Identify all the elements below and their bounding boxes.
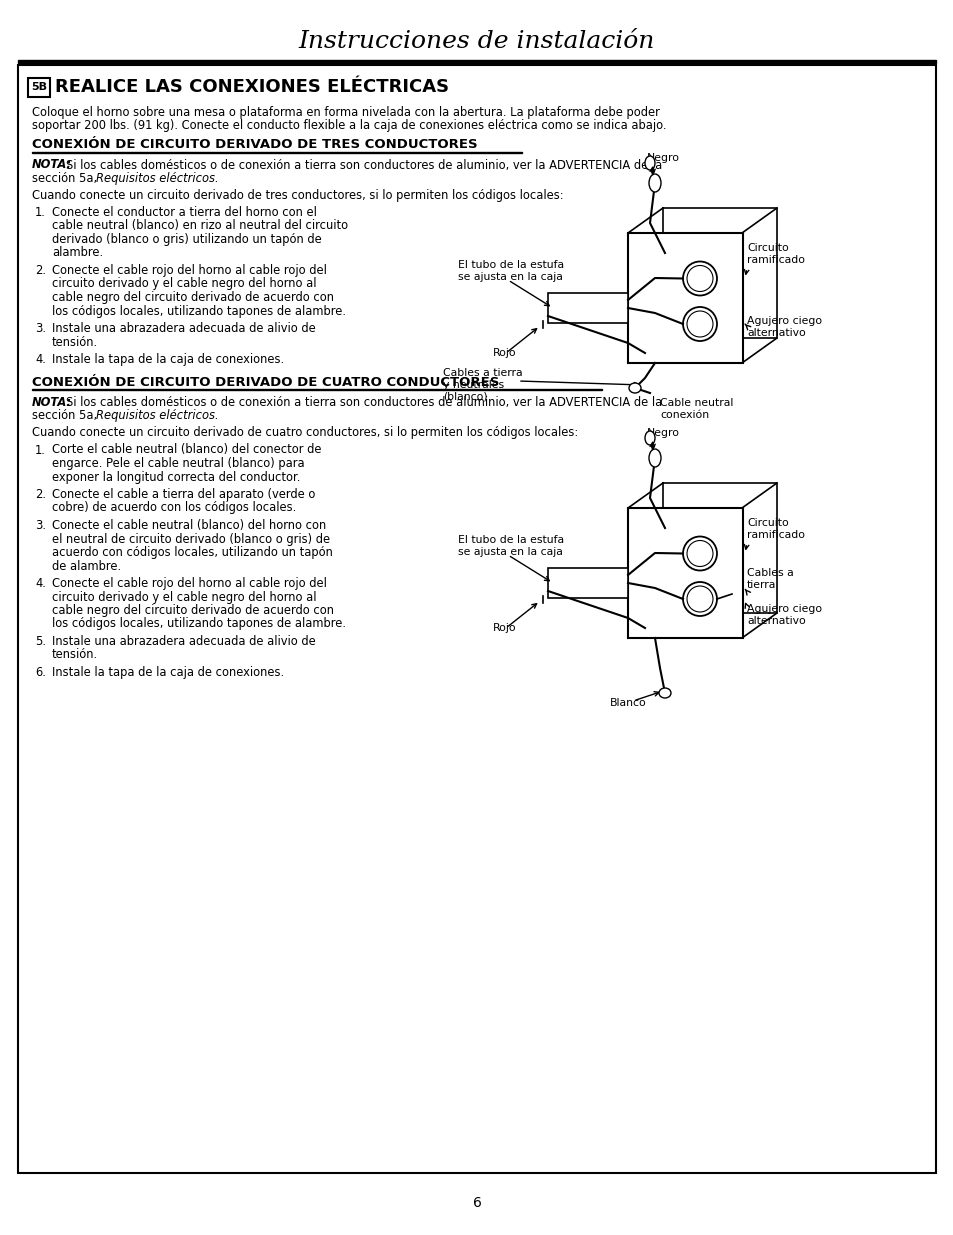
Text: Negro: Negro [646,429,679,438]
Text: tensión.: tensión. [52,648,98,662]
Text: Rojo: Rojo [493,348,517,358]
Text: sección 5a,: sección 5a, [32,172,101,185]
Text: Agujero ciego
alternativo: Agujero ciego alternativo [746,316,821,337]
Ellipse shape [648,450,660,467]
Text: acuerdo con códigos locales, utilizando un tapón: acuerdo con códigos locales, utilizando … [52,546,333,559]
Text: Circuito
ramificado: Circuito ramificado [746,243,804,264]
Circle shape [682,308,717,341]
Text: de alambre.: de alambre. [52,559,121,573]
Text: Conecte el cable neutral (blanco) del horno con: Conecte el cable neutral (blanco) del ho… [52,519,326,532]
Text: El tubo de la estufa
se ajusta en la caja: El tubo de la estufa se ajusta en la caj… [457,535,563,557]
Circle shape [686,585,712,613]
Text: Instale una abrazadera adecuada de alivio de: Instale una abrazadera adecuada de alivi… [52,635,315,648]
Text: los códigos locales, utilizando tapones de alambre.: los códigos locales, utilizando tapones … [52,618,346,631]
Text: circuito derivado y el cable negro del horno al: circuito derivado y el cable negro del h… [52,590,316,604]
Text: tensión.: tensión. [52,336,98,348]
Ellipse shape [659,688,670,698]
Circle shape [686,266,712,291]
Text: Cable neutral
conexión: Cable neutral conexión [659,398,733,420]
Text: exponer la longitud correcta del conductor.: exponer la longitud correcta del conduct… [52,471,300,483]
Bar [547,293,627,324]
Circle shape [686,311,712,337]
Text: CONEXIÓN DE CIRCUITO DERIVADO DE CUATRO CONDUCTORES: CONEXIÓN DE CIRCUITO DERIVADO DE CUATRO … [32,375,498,389]
Ellipse shape [628,383,640,393]
Ellipse shape [648,174,660,191]
Text: Negro: Negro [646,153,679,163]
Text: 6.: 6. [35,666,46,679]
Circle shape [682,262,717,295]
Text: REALICE LAS CONEXIONES ELÉCTRICAS: REALICE LAS CONEXIONES ELÉCTRICAS [55,78,449,96]
Ellipse shape [644,431,655,445]
Text: Cuando conecte un circuito derivado de tres conductores, si lo permiten los códi: Cuando conecte un circuito derivado de t… [32,189,563,201]
Text: Conecte el cable a tierra del aparato (verde o: Conecte el cable a tierra del aparato (v… [52,488,315,501]
Text: Circuito
ramificado: Circuito ramificado [746,517,804,540]
Text: 6: 6 [472,1195,481,1210]
Text: Blanco: Blanco [609,698,646,708]
Ellipse shape [644,156,655,170]
Text: NOTA:: NOTA: [32,158,72,172]
Bar [627,508,742,638]
Text: cable negro del circuito derivado de acuerdo con: cable negro del circuito derivado de acu… [52,291,334,304]
Text: 4.: 4. [35,353,46,366]
Text: engarce. Pele el cable neutral (blanco) para: engarce. Pele el cable neutral (blanco) … [52,457,304,471]
Text: Rojo: Rojo [493,622,517,634]
Text: Requisitos eléctricos.: Requisitos eléctricos. [96,172,218,185]
Text: 4.: 4. [35,577,46,590]
Bar [547,568,627,598]
Text: Coloque el horno sobre una mesa o plataforma en forma nivelada con la abertura. : Coloque el horno sobre una mesa o plataf… [32,106,659,119]
Text: Cuando conecte un circuito derivado de cuatro conductores, si lo permiten los có: Cuando conecte un circuito derivado de c… [32,426,578,438]
Text: cable neutral (blanco) en rizo al neutral del circuito: cable neutral (blanco) en rizo al neutra… [52,220,348,232]
Text: 2.: 2. [35,488,46,501]
Text: 1.: 1. [35,206,46,219]
Text: Si los cables domésticos o de conexión a tierra son conductores de aluminio, ver: Si los cables domésticos o de conexión a… [66,396,661,409]
Text: 3.: 3. [35,322,46,335]
Text: 5B: 5B [30,83,47,93]
Text: Conecte el cable rojo del horno al cable rojo del: Conecte el cable rojo del horno al cable… [52,577,327,590]
Bar [28,78,50,98]
Bar [18,61,935,63]
Text: 1.: 1. [35,443,46,457]
Text: Conecte el cable rojo del horno al cable rojo del: Conecte el cable rojo del horno al cable… [52,264,327,277]
Text: circuito derivado y el cable negro del horno al: circuito derivado y el cable negro del h… [52,278,316,290]
Text: Instrucciones de instalación: Instrucciones de instalación [298,30,655,53]
Text: cobre) de acuerdo con los códigos locales.: cobre) de acuerdo con los códigos locale… [52,501,296,515]
Text: cable negro del circuito derivado de acuerdo con: cable negro del circuito derivado de acu… [52,604,334,618]
Text: Instale la tapa de la caja de conexiones.: Instale la tapa de la caja de conexiones… [52,353,284,366]
Text: Instale la tapa de la caja de conexiones.: Instale la tapa de la caja de conexiones… [52,666,284,679]
Text: 5.: 5. [35,635,46,648]
Text: derivado (blanco o gris) utilizando un tapón de: derivado (blanco o gris) utilizando un t… [52,233,321,246]
Text: CONEXIÓN DE CIRCUITO DERIVADO DE TRES CONDUCTORES: CONEXIÓN DE CIRCUITO DERIVADO DE TRES CO… [32,138,477,151]
Text: sección 5a,: sección 5a, [32,410,101,422]
Text: los códigos locales, utilizando tapones de alambre.: los códigos locales, utilizando tapones … [52,305,346,317]
Circle shape [686,541,712,567]
Text: Si los cables domésticos o de conexión a tierra son conductores de aluminio, ver: Si los cables domésticos o de conexión a… [66,158,661,172]
Text: Requisitos eléctricos.: Requisitos eléctricos. [96,410,218,422]
Text: Cables a
tierra: Cables a tierra [746,568,793,590]
Text: Corte el cable neutral (blanco) del conector de: Corte el cable neutral (blanco) del cone… [52,443,321,457]
Bar [18,65,935,1173]
Text: El tubo de la estufa
se ajusta en la caja: El tubo de la estufa se ajusta en la caj… [457,261,563,282]
Text: el neutral de circuito derivado (blanco o gris) de: el neutral de circuito derivado (blanco … [52,532,330,546]
Text: alambre.: alambre. [52,247,103,259]
Text: soportar 200 lbs. (91 kg). Conecte el conducto flexible a la caja de conexiones : soportar 200 lbs. (91 kg). Conecte el co… [32,120,666,132]
Text: Conecte el conductor a tierra del horno con el: Conecte el conductor a tierra del horno … [52,206,316,219]
Text: Instale una abrazadera adecuada de alivio de: Instale una abrazadera adecuada de alivi… [52,322,315,335]
Circle shape [682,536,717,571]
Bar [627,233,742,363]
Text: Agujero ciego
alternativo: Agujero ciego alternativo [746,604,821,626]
Text: 2.: 2. [35,264,46,277]
Circle shape [682,582,717,616]
Text: 3.: 3. [35,519,46,532]
Text: NOTA:: NOTA: [32,396,72,409]
Text: Cables a tierra
y neutrales
(blanco): Cables a tierra y neutrales (blanco) [442,368,522,401]
